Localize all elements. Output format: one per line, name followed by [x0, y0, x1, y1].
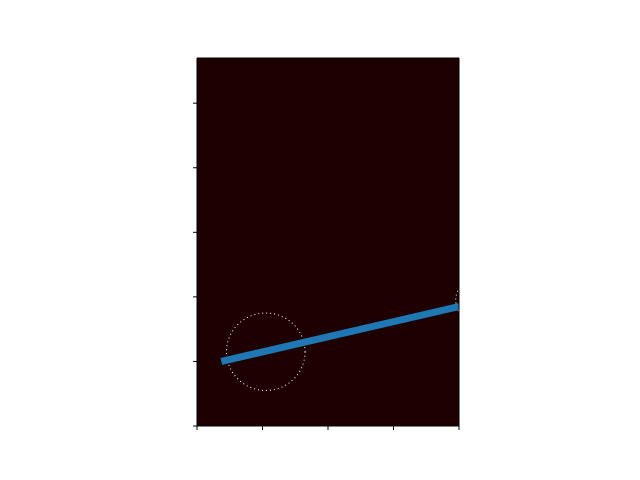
- dotted-circle-2: [455, 287, 459, 313]
- dotted-circle-1: [225, 312, 306, 391]
- axes: [193, 57, 460, 430]
- series-line-1: [220, 303, 459, 365]
- series-layer: [220, 303, 459, 365]
- annotation-layer: [225, 287, 459, 391]
- plot-area: [197, 58, 459, 426]
